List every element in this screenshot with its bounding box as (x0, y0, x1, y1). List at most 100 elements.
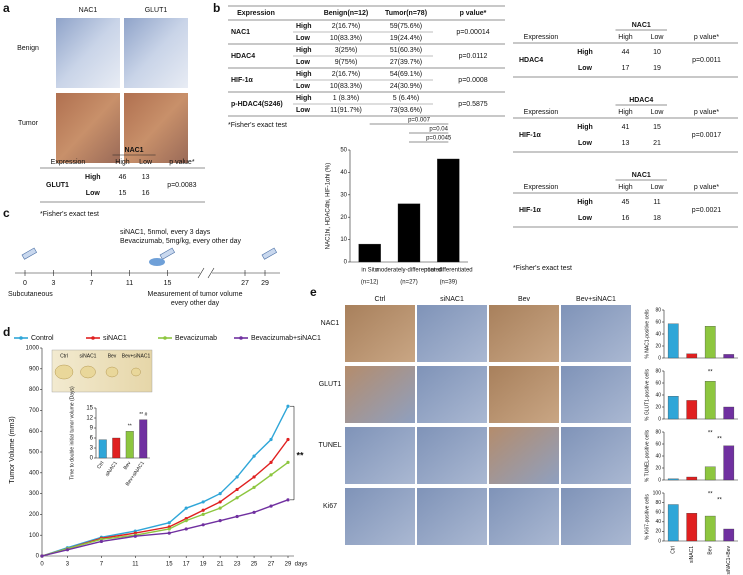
legend-label: Bevacizumab+siNAC1 (251, 335, 321, 342)
timeline-label: 7 (90, 280, 94, 287)
line-point (201, 508, 205, 512)
table-row-group: GLUT1 (46, 182, 69, 189)
y-tick-label: 400 (29, 470, 40, 476)
y-tick-label: 60 (655, 510, 661, 516)
y-tick-label: 9 (90, 426, 94, 432)
significance-label: ** (708, 492, 713, 498)
y-tick-label: 0 (36, 554, 40, 560)
table-cell: 5 (6.4%) (393, 95, 419, 102)
x-tick-label: 23 (234, 562, 241, 568)
table-cell: 54(69.1%) (390, 71, 422, 78)
table-level: Low (578, 215, 593, 222)
line-point (201, 523, 205, 527)
timeline-note: every other day (171, 300, 220, 307)
table-cell: 27(39.7%) (390, 59, 422, 66)
bar (358, 243, 381, 263)
x-tick-label: 21 (217, 562, 224, 568)
line-point (99, 539, 103, 544)
table-cell: 41 (622, 124, 630, 131)
line-point (167, 527, 171, 531)
line-series (41, 439, 289, 557)
image-row-label: Ki67 (323, 503, 337, 510)
table-cell: 10(83.3%) (330, 35, 362, 42)
table-cell: 45 (622, 199, 630, 206)
y-tick-label: 40 (655, 392, 661, 398)
bar (723, 354, 735, 359)
histology-image (345, 305, 415, 362)
line-point (40, 554, 44, 558)
y-axis-label: NAC1hi, HDAC4hi, HIF-1αhi (%) (326, 163, 332, 250)
timeline-label: 15 (164, 280, 172, 287)
line-series (41, 405, 289, 557)
table-header: p value* (694, 109, 720, 116)
x-tick-label: siNAC1 (104, 460, 119, 478)
footnote: *Fisher's exact test (228, 122, 287, 129)
bar (125, 431, 134, 459)
table-group-name: HDAC4 (231, 53, 255, 60)
y-tick-label: 3 (90, 446, 94, 452)
table-header: Low (651, 34, 665, 41)
bar (723, 528, 735, 542)
y-axis-label: Tumor Volume (mm3) (9, 416, 16, 483)
y-tick-label: 900 (29, 366, 40, 372)
syringe-icon (159, 247, 176, 260)
line-point (235, 496, 239, 500)
bar (437, 158, 460, 263)
table-p-value: p=0.0008 (458, 77, 487, 84)
y-tick-label: 0 (658, 538, 661, 544)
table-header: Expression (51, 159, 86, 166)
table-cell: 51(60.3%) (390, 47, 422, 54)
table-p-value: p=0.0011 (692, 57, 721, 64)
line-point (218, 506, 222, 510)
comparison-label: p=0.04 (429, 127, 448, 133)
y-tick-label: 20 (340, 215, 347, 221)
table-p-value: p=0.0112 (459, 53, 488, 60)
bar (723, 445, 735, 481)
line-point (235, 514, 239, 519)
table-header: Expression (524, 184, 559, 191)
y-tick-label: 600 (29, 429, 40, 435)
table-cell: 59(75.6%) (390, 23, 422, 30)
y-tick-label: 1000 (26, 346, 40, 352)
line-point (235, 487, 239, 492)
histology-image (345, 366, 415, 423)
x-tick-label: 17 (183, 562, 190, 568)
table-header: High (618, 184, 633, 191)
image-column-label: Ctrl (375, 296, 386, 303)
photo-label: Bev (108, 353, 117, 359)
bar (704, 466, 716, 481)
table-level: High (577, 49, 593, 56)
histology-image (417, 305, 487, 362)
photo-label: siNAC1 (80, 353, 97, 359)
tumor-specimen (80, 365, 96, 379)
y-tick-label: 80 (655, 368, 661, 374)
significance-label: ** (708, 431, 713, 437)
x-tick-sublabel: (n=27) (400, 280, 418, 286)
table-group-header: NAC1 (125, 147, 144, 154)
timeline-label: 0 (23, 280, 27, 287)
y-tick-label: 6 (90, 436, 94, 442)
table-cell: 17 (622, 65, 630, 72)
image-column-label: siNAC1 (440, 296, 464, 303)
table-cell: 9(75%) (335, 59, 358, 66)
y-tick-label: 800 (29, 387, 40, 393)
table-group-header: NAC1 (632, 172, 651, 179)
panel-label: b (213, 1, 220, 15)
table-level: Low (578, 140, 593, 147)
bar (686, 353, 698, 359)
y-tick-label: 300 (29, 491, 40, 497)
line-point (269, 504, 273, 508)
y-tick-label: 700 (29, 408, 40, 414)
table-cell: 24(30.9%) (390, 83, 422, 90)
y-axis-label: % TUNEL-positive cells (644, 429, 650, 482)
line-point (235, 475, 239, 479)
histology-image (417, 366, 487, 423)
bar (98, 439, 107, 459)
panel-label: e (310, 285, 317, 299)
table-group-header: NAC1 (632, 22, 651, 29)
table-group-name: NAC1 (231, 29, 250, 36)
histology-image (489, 488, 559, 545)
bar (667, 323, 679, 359)
table-row-group: HDAC4 (519, 57, 543, 64)
x-tick-label: 25 (251, 562, 258, 568)
